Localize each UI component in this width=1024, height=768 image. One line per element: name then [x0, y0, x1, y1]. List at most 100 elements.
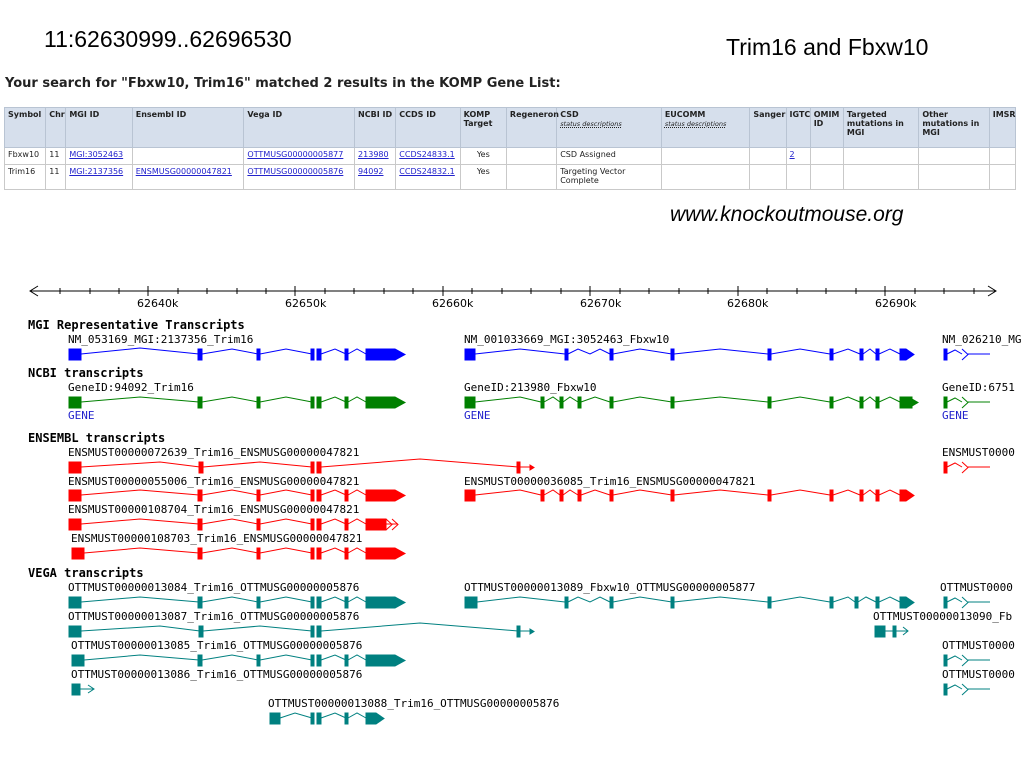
- cell-csd: CSD Assigned: [556, 147, 662, 165]
- transcript-label[interactable]: OTTMUST00000013085_Trim16_OTTMUSG0000000…: [71, 639, 363, 652]
- col-imsr: IMSR: [988, 107, 1017, 148]
- col-komp-target: KOMP Target: [459, 107, 507, 148]
- transcript-glyph[interactable]: [68, 458, 990, 560]
- table-row: Fbxw10 11 MGI:3052463 OTTMUSG00000005877…: [3, 147, 1017, 165]
- coordinate-ruler: [29, 285, 997, 297]
- ruler-tick-label: 62680k: [727, 297, 769, 310]
- col-targeted-mutations: Targeted mutations in MGI: [842, 107, 920, 148]
- track-header-mgi: MGI Representative Transcripts: [28, 318, 245, 332]
- transcript-label[interactable]: NM_053169_MGI:2137356_Trim16: [68, 333, 254, 346]
- transcript-label[interactable]: OTTMUST0000: [940, 581, 1013, 594]
- cell-regeneron: [505, 164, 558, 190]
- ruler-tick-label: 62690k: [875, 297, 917, 310]
- transcript-label[interactable]: ENSMUST00000036085_Trim16_ENSMUSG0000004…: [464, 475, 756, 488]
- transcript-label[interactable]: NM_026210_MG: [942, 333, 1022, 346]
- track-header-vega: VEGA transcripts: [28, 566, 144, 580]
- col-eucomm-label: EUCOMM: [664, 110, 706, 119]
- ncbi-link[interactable]: 213980: [358, 150, 389, 159]
- transcript-glyph[interactable]: [68, 396, 990, 409]
- transcript-glyph[interactable]: [68, 347, 990, 361]
- gene-link[interactable]: GENE: [464, 409, 491, 422]
- cell-vega-id: OTTMUSG00000005877: [243, 147, 356, 165]
- cell-sanger: [749, 164, 787, 190]
- cell-mgi-id: MGI:3052463: [65, 147, 133, 165]
- table-row: Trim16 11 MGI:2137356 ENSMUSG00000047821…: [3, 164, 1017, 190]
- ncbi-link[interactable]: 94092: [358, 167, 384, 176]
- table-header-row: Symbol Chr MGI ID Ensembl ID Vega ID NCB…: [3, 107, 1017, 148]
- transcript-label[interactable]: OTTMUST00000013088_Trim16_OTTMUSG0000000…: [268, 697, 560, 710]
- komp-gene-table: Symbol Chr MGI ID Ensembl ID Vega ID NCB…: [3, 107, 1017, 190]
- cell-ncbi-id: 94092: [354, 164, 397, 190]
- ruler-tick-label: 62650k: [285, 297, 327, 310]
- cell-omim-id: [809, 164, 844, 190]
- cell-chr: 11: [45, 147, 67, 165]
- transcript-label[interactable]: NM_001033669_MGI:3052463_Fbxw10: [464, 333, 670, 346]
- cell-ensembl-id: ENSMUSG00000047821: [131, 164, 245, 190]
- track-header-ncbi: NCBI transcripts: [28, 366, 144, 380]
- col-symbol: Symbol: [3, 107, 47, 148]
- cell-mgi-id: MGI:2137356: [65, 164, 133, 190]
- cell-igtc: 2: [785, 147, 811, 165]
- transcript-glyph[interactable]: [68, 596, 990, 725]
- cell-sanger: [749, 147, 787, 165]
- col-ensembl-id: Ensembl ID: [131, 107, 245, 148]
- cell-vega-id: OTTMUSG00000005876: [243, 164, 356, 190]
- track-header-ensembl: ENSEMBL transcripts: [28, 431, 166, 445]
- ccds-link[interactable]: CCDS24832.1: [399, 167, 455, 176]
- transcript-label[interactable]: OTTMUST0000: [942, 639, 1015, 652]
- ruler-tick-label: 62640k: [137, 297, 179, 310]
- transcript-label[interactable]: OTTMUST00000013090_Fb: [873, 610, 1013, 623]
- transcript-label[interactable]: ENSMUST00000108704_Trim16_ENSMUSG0000004…: [68, 503, 360, 516]
- ruler-tick-label: 62670k: [580, 297, 622, 310]
- cell-chr: 11: [45, 164, 67, 190]
- col-igtc: IGTC: [785, 107, 811, 148]
- transcript-label[interactable]: ENSMUST00000055006_Trim16_ENSMUSG0000004…: [68, 475, 360, 488]
- cell-targeted-mutations: [842, 164, 920, 190]
- cell-komp-target: Yes: [459, 164, 507, 190]
- transcript-label[interactable]: ENSMUST00000108703_Trim16_ENSMUSG0000004…: [71, 532, 363, 545]
- transcript-label[interactable]: ENSMUST0000: [942, 446, 1015, 459]
- site-url[interactable]: www.knockoutmouse.org: [670, 203, 904, 226]
- eucomm-status-link[interactable]: status descriptions: [664, 120, 727, 128]
- transcript-label[interactable]: GeneID:94092_Trim16: [68, 381, 194, 394]
- cell-other-mutations: [918, 164, 990, 190]
- cell-igtc: [785, 164, 811, 190]
- transcript-label[interactable]: OTTMUST0000: [942, 668, 1015, 681]
- col-mgi-id: MGI ID: [65, 107, 133, 148]
- gene-link[interactable]: GENE: [68, 409, 95, 422]
- cell-eucomm: [660, 164, 751, 190]
- vega-link[interactable]: OTTMUSG00000005877: [247, 150, 344, 159]
- transcript-label[interactable]: GeneID:6751: [942, 381, 1015, 394]
- col-csd-label: CSD: [560, 110, 579, 119]
- col-ccds-id: CCDS ID: [395, 107, 461, 148]
- slide-title: 11:62630999..62696530: [44, 26, 292, 52]
- col-other-mutations: Other mutations in MGI: [918, 107, 990, 148]
- cell-csd: Targeting Vector Complete: [556, 164, 662, 190]
- col-eucomm: EUCOMM status descriptions: [660, 107, 751, 148]
- transcript-label[interactable]: OTTMUST00000013084_Trim16_OTTMUSG0000000…: [68, 581, 360, 594]
- transcript-label[interactable]: GeneID:213980_Fbxw10: [464, 381, 597, 394]
- cell-ccds-id: CCDS24832.1: [395, 164, 461, 190]
- transcript-label[interactable]: OTTMUST00000013087_Trim16_OTTMUSG0000000…: [68, 610, 360, 623]
- igtc-link[interactable]: 2: [789, 150, 795, 159]
- vega-link[interactable]: OTTMUSG00000005876: [247, 167, 344, 176]
- slide-subtitle: Trim16 and Fbxw10: [726, 34, 929, 60]
- transcript-label[interactable]: OTTMUST00000013089_Fbxw10_OTTMUSG0000000…: [464, 581, 756, 594]
- search-result-heading: Your search for "Fbxw10, Trim16" matched…: [5, 76, 561, 91]
- transcript-label[interactable]: OTTMUST00000013086_Trim16_OTTMUSG0000000…: [71, 668, 363, 681]
- transcript-label[interactable]: ENSMUST00000072639_Trim16_ENSMUSG0000004…: [68, 446, 360, 459]
- mgi-link[interactable]: MGI:2137356: [69, 167, 124, 176]
- csd-status-link[interactable]: status descriptions: [560, 120, 622, 128]
- ccds-link[interactable]: CCDS24833.1: [399, 150, 455, 159]
- cell-symbol: Trim16: [3, 164, 47, 190]
- cell-ensembl-id: [131, 147, 245, 165]
- col-csd: CSD status descriptions: [556, 107, 662, 148]
- cell-imsr: [988, 164, 1017, 190]
- col-sanger: Sanger: [749, 107, 787, 148]
- gene-link[interactable]: GENE: [942, 409, 969, 422]
- col-regeneron: Regeneron: [505, 107, 559, 148]
- col-vega-id: Vega ID: [243, 107, 356, 148]
- mgi-link[interactable]: MGI:3052463: [69, 150, 124, 159]
- cell-targeted-mutations: [842, 147, 920, 165]
- ensembl-link[interactable]: ENSMUSG00000047821: [135, 167, 232, 176]
